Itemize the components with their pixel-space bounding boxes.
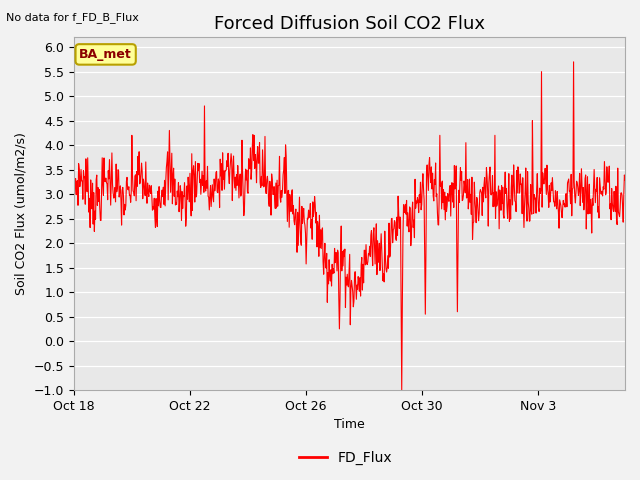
Text: No data for f_FD_B_Flux: No data for f_FD_B_Flux xyxy=(6,12,140,23)
Text: BA_met: BA_met xyxy=(79,48,132,61)
Y-axis label: Soil CO2 Flux (umol/m2/s): Soil CO2 Flux (umol/m2/s) xyxy=(15,132,28,295)
X-axis label: Time: Time xyxy=(334,419,365,432)
Title: Forced Diffusion Soil CO2 Flux: Forced Diffusion Soil CO2 Flux xyxy=(214,15,485,33)
Legend: FD_Flux: FD_Flux xyxy=(293,445,398,471)
